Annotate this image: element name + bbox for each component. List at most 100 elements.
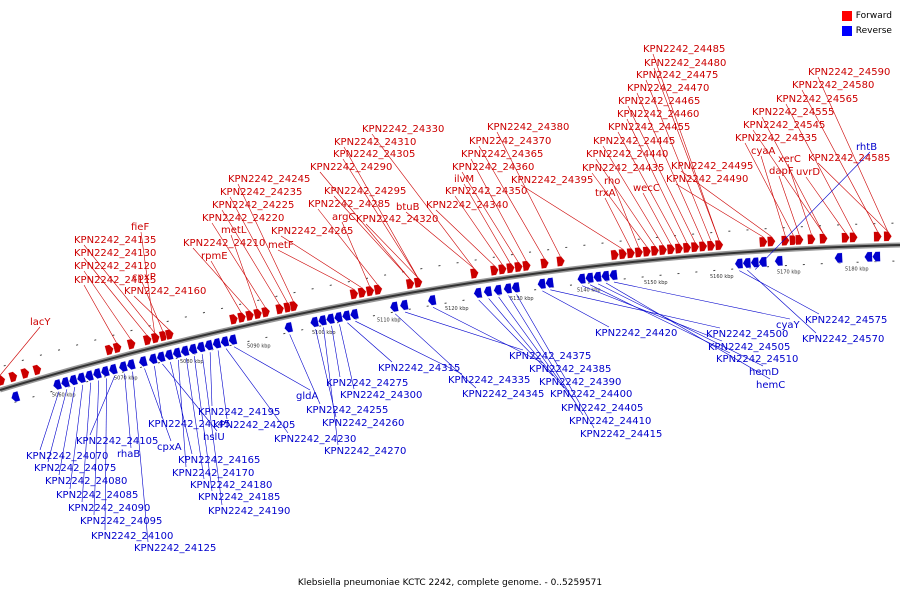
reverse-gene-label: KPN2242_24165	[178, 455, 260, 466]
reverse-gene-label: KPN2242_24185	[198, 492, 280, 503]
reverse-gene-label: KPN2242_24190	[208, 506, 290, 517]
forward-gene-label: argC	[332, 212, 355, 223]
forward-gene-arrow	[714, 239, 724, 251]
legend-reverse: Reverse	[841, 23, 892, 38]
reverse-leader-line	[331, 325, 341, 378]
forward-gene-arrow	[873, 231, 882, 242]
forward-gene-label: KPN2242_24130	[74, 248, 156, 259]
forward-leader-line	[342, 158, 418, 278]
reverse-leader-line	[394, 313, 477, 389]
forward-leader-line	[595, 158, 655, 246]
kbp-tick-label: 5130 kbp	[510, 296, 534, 302]
forward-gene-arrow	[766, 236, 776, 247]
reverse-leader-line	[355, 320, 463, 375]
forward-gene-arrow	[252, 308, 263, 320]
forward-gene-label: xerC	[778, 154, 801, 165]
reverse-gene-arrow	[325, 313, 336, 325]
forward-gene-arrow	[658, 244, 668, 256]
forward-gene-label: KPN2242_24365	[461, 149, 543, 160]
reverse-leader-line	[478, 299, 554, 377]
forward-gene-label: rpmE	[201, 251, 228, 262]
reverse-gene-label: KPN2242_24505	[708, 342, 790, 353]
forward-leader-line	[675, 183, 764, 238]
forward-gene-label: KPN2242_24455	[608, 122, 690, 133]
forward-gene-label: ilvM	[454, 174, 474, 185]
reverse-gene-label: KPN2242_24375	[509, 351, 591, 362]
forward-gene-arrow	[497, 263, 507, 275]
forward-gene-label: KPN2242_24340	[426, 200, 508, 211]
axis-dash	[32, 396, 35, 398]
forward-swatch	[841, 10, 852, 21]
reverse-gene-arrow	[834, 252, 843, 264]
axis-dash	[94, 339, 97, 341]
forward-gene-arrow	[690, 241, 700, 253]
kbp-tick-label: 5070 kbp	[114, 376, 138, 382]
forward-leader-line	[230, 234, 258, 309]
reverse-leader-line	[209, 352, 213, 407]
forward-gene-label: lacY	[30, 317, 51, 328]
forward-leader-line	[627, 105, 696, 243]
forward-gene-label: KPN2242_24480	[644, 58, 726, 69]
forward-gene-label: trxA	[595, 188, 616, 199]
axis-dash	[76, 344, 79, 346]
forward-gene-arrow	[357, 287, 367, 299]
reverse-gene-label: KPN2242_24090	[68, 503, 150, 514]
reverse-leader-line	[104, 378, 107, 531]
forward-gene-arrow	[469, 267, 479, 280]
reverse-gene-arrow	[742, 257, 752, 269]
forward-leader-line	[752, 129, 824, 234]
forward-gene-arrow	[260, 306, 271, 318]
forward-leader-line	[333, 195, 410, 280]
kbp-ticks: 5060 kbp 5070 kbp 5080 kbp 5090 kbp 5100 kbp…	[52, 266, 869, 398]
legend: Forward Reverse	[841, 8, 892, 38]
forward-gene-label: KPN2242_24310	[334, 137, 416, 148]
forward-leader-line	[454, 195, 503, 265]
forward-gene-label: KPN2242_24115	[74, 275, 156, 286]
reverse-gene-label: hemD	[749, 367, 779, 378]
reverse-leader-line	[605, 282, 771, 380]
forward-leader-line	[617, 131, 680, 244]
reverse-leader-line	[154, 365, 163, 419]
reverse-gene-label: KPN2242_24070	[26, 451, 108, 462]
reverse-leader-line	[58, 387, 76, 476]
forward-leader-line	[744, 142, 794, 236]
reverse-gene-label: cpxA	[157, 442, 182, 453]
forward-leader-line	[140, 231, 155, 333]
reverse-leader-line	[542, 290, 610, 328]
kbp-tick-label: 5180 kbp	[845, 266, 869, 272]
reverse-gene-label: KPN2242_24205	[213, 420, 295, 431]
forward-gene-label: KPN2242_24460	[617, 109, 699, 120]
reverse-gene-arrow	[172, 347, 182, 359]
reverse-leader-line	[89, 376, 115, 436]
genome-axis-line	[0, 244, 900, 391]
reverse-leader-line	[81, 382, 92, 503]
forward-gene-arrow	[819, 233, 828, 244]
forward-leader-line	[277, 249, 354, 290]
forward-gene-arrow	[758, 236, 768, 248]
forward-gene-label: KPN2242_24380	[487, 122, 569, 133]
forward-gene-arrow	[489, 264, 499, 277]
reverse-gene-label: KPN2242_24085	[56, 490, 138, 501]
forward-leader-line	[210, 260, 242, 313]
reverse-gene-arrow	[585, 272, 595, 284]
forward-leader-line	[405, 211, 475, 269]
forward-gene-arrow	[650, 245, 660, 257]
forward-leader-line	[0, 326, 41, 376]
kbp-tick-label: 5100 kbp	[312, 330, 336, 336]
forward-leader-line	[341, 221, 370, 287]
reverse-gene-arrow	[593, 271, 603, 283]
reverse-gene-arrow	[148, 353, 159, 365]
legend-reverse-label: Reverse	[855, 25, 892, 36]
forward-leader-line	[636, 92, 704, 242]
reverse-gene-arrow	[577, 273, 587, 285]
reverse-gene-label: KPN2242_24105	[76, 436, 158, 447]
forward-gene-arrow	[164, 328, 174, 341]
forward-gene-label: KPN2242_24320	[356, 214, 438, 225]
reverse-gene-arrow	[212, 337, 222, 349]
reverse-gene-arrow	[164, 349, 174, 361]
forward-leader-line	[591, 172, 647, 247]
axis-dash	[21, 359, 24, 362]
forward-gene-label: KPN2242_24445	[593, 136, 675, 147]
reverse-gene-arrow	[228, 333, 238, 346]
reverse-gene-label: KPN2242_24230	[274, 434, 356, 445]
